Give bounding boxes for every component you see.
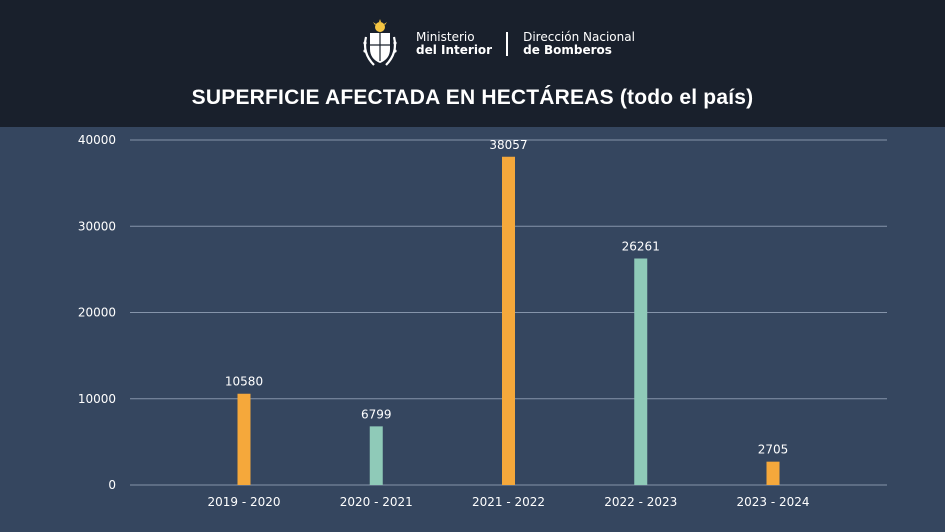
x-tick-label-1: 2020 - 2021 [340,495,413,509]
bar-1 [369,426,383,485]
x-tick-label-2: 2021 - 2022 [472,495,545,509]
data-label-4: 2705 [758,443,789,457]
bar-0 [237,393,251,485]
bar-4 [766,461,780,485]
y-tick-label-1: 10000 [78,392,116,406]
x-tick-label-3: 2022 - 2023 [604,495,677,509]
y-tick-label-4: 40000 [78,133,116,147]
department-line2: de Bomberos [523,43,612,57]
header-bar: Ministerio del Interior Dirección Nacion… [0,0,945,127]
ministry-line1: Ministerio [416,30,475,44]
x-tick-label-4: 2023 - 2024 [736,495,809,509]
brand-divider [506,32,509,56]
brand-lockup: Ministerio del Interior Dirección Nacion… [360,18,635,70]
data-label-3: 26261 [622,239,660,253]
coat-of-arms-icon [363,19,397,66]
department-name: Dirección Nacional de Bomberos [523,31,635,57]
ministry-line2: del Interior [416,43,493,57]
data-label-1: 6799 [361,407,392,421]
ministry-name: Ministerio del Interior [416,31,492,57]
y-tick-label-2: 20000 [78,306,116,320]
department-line1: Dirección Nacional [523,30,635,44]
bar-3 [634,258,648,485]
bar-2 [502,156,515,486]
bar-chart: 0 10000 20000 30000 40000 10580 2019 - 2020 679… [78,133,887,509]
y-tick-label-3: 30000 [78,219,116,233]
data-label-0: 10580 [225,375,263,389]
data-label-2: 38057 [489,138,527,152]
y-tick-label-0: 0 [108,478,116,492]
chart-title: SUPERFICIE AFECTADA EN HECTÁREAS (todo e… [191,86,754,109]
x-tick-label-0: 2019 - 2020 [207,495,280,509]
